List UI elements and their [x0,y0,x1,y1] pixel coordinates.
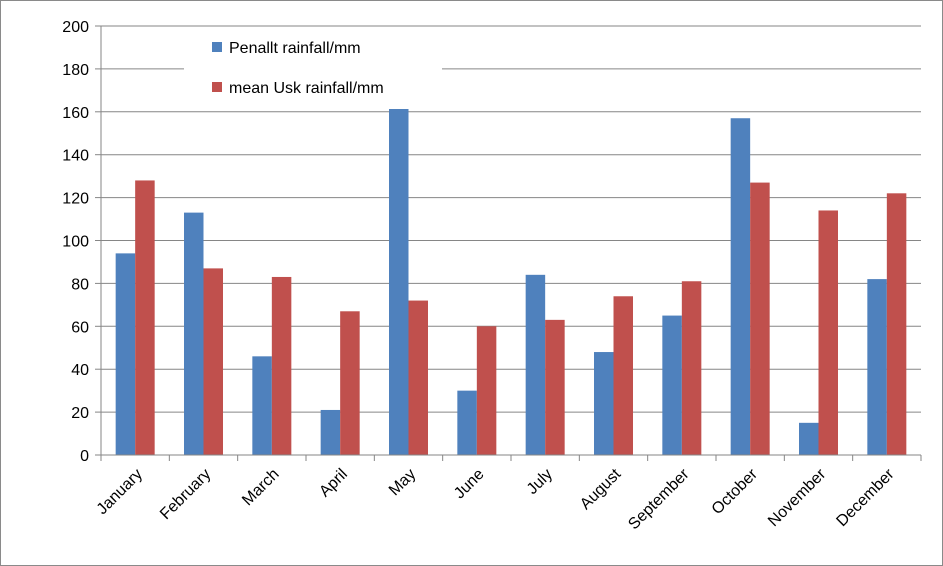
x-tick-label: April [316,466,351,501]
bar-usk-may [408,300,428,455]
y-tick-label: 100 [62,234,89,251]
bar-penallt-june [457,390,477,455]
y-tick-label: 180 [62,62,89,79]
bar-usk-july [545,319,565,455]
bar-usk-november [818,210,838,455]
bar-usk-december [886,193,907,455]
bar-usk-october [750,182,770,455]
bar-penallt-august [594,352,614,455]
bar-penallt-september [662,315,682,455]
legend-swatch-usk [212,82,222,92]
x-tick-label: March [239,466,282,509]
x-tick-label: June [451,466,488,503]
x-tick-label: August [577,465,625,513]
bar-penallt-november [799,422,819,455]
y-tick-label: 200 [62,19,89,36]
bar-usk-april [340,311,360,455]
bar-penallt-december [867,279,887,455]
legend-label-penallt: Penallt rainfall/mm [229,40,361,57]
bar-usk-march [271,276,292,455]
bar-penallt-may [389,107,409,455]
bar-penallt-february [184,212,204,455]
x-tick-label: July [524,466,556,498]
bar-penallt-march [252,356,272,455]
bar-usk-june [476,326,497,455]
y-tick-label: 140 [62,148,89,165]
bar-usk-september [681,281,702,455]
bars [115,107,907,456]
bar-usk-february [203,268,223,455]
y-tick-label: 80 [71,276,89,293]
bar-penallt-october [730,118,751,456]
bar-usk-august [613,296,633,455]
x-tick-label: November [765,465,830,530]
x-tick-label: October [709,465,762,518]
x-tick-label: May [386,466,419,499]
legend: Penallt rainfall/mm mean Usk rainfall/mm [184,31,442,109]
legend-background [184,31,442,109]
x-tick-label: January [94,466,146,518]
y-tick-label: 120 [62,191,89,208]
x-tick-label: February [157,466,214,523]
y-tick-label: 20 [71,405,89,422]
x-tick-label: December [833,465,898,530]
legend-label-usk: mean Usk rainfall/mm [229,80,384,97]
y-tick-label: 0 [80,448,89,465]
y-tick-label: 160 [62,105,89,122]
bar-usk-january [135,180,155,455]
bar-penallt-january [115,253,136,455]
bar-penallt-july [525,274,546,455]
gridlines [101,25,921,413]
y-tick-label: 60 [71,319,89,336]
x-tick-label: September [625,465,693,533]
y-tick-label: 40 [71,362,89,379]
legend-swatch-penallt [212,42,222,52]
bar-penallt-april [320,409,341,455]
